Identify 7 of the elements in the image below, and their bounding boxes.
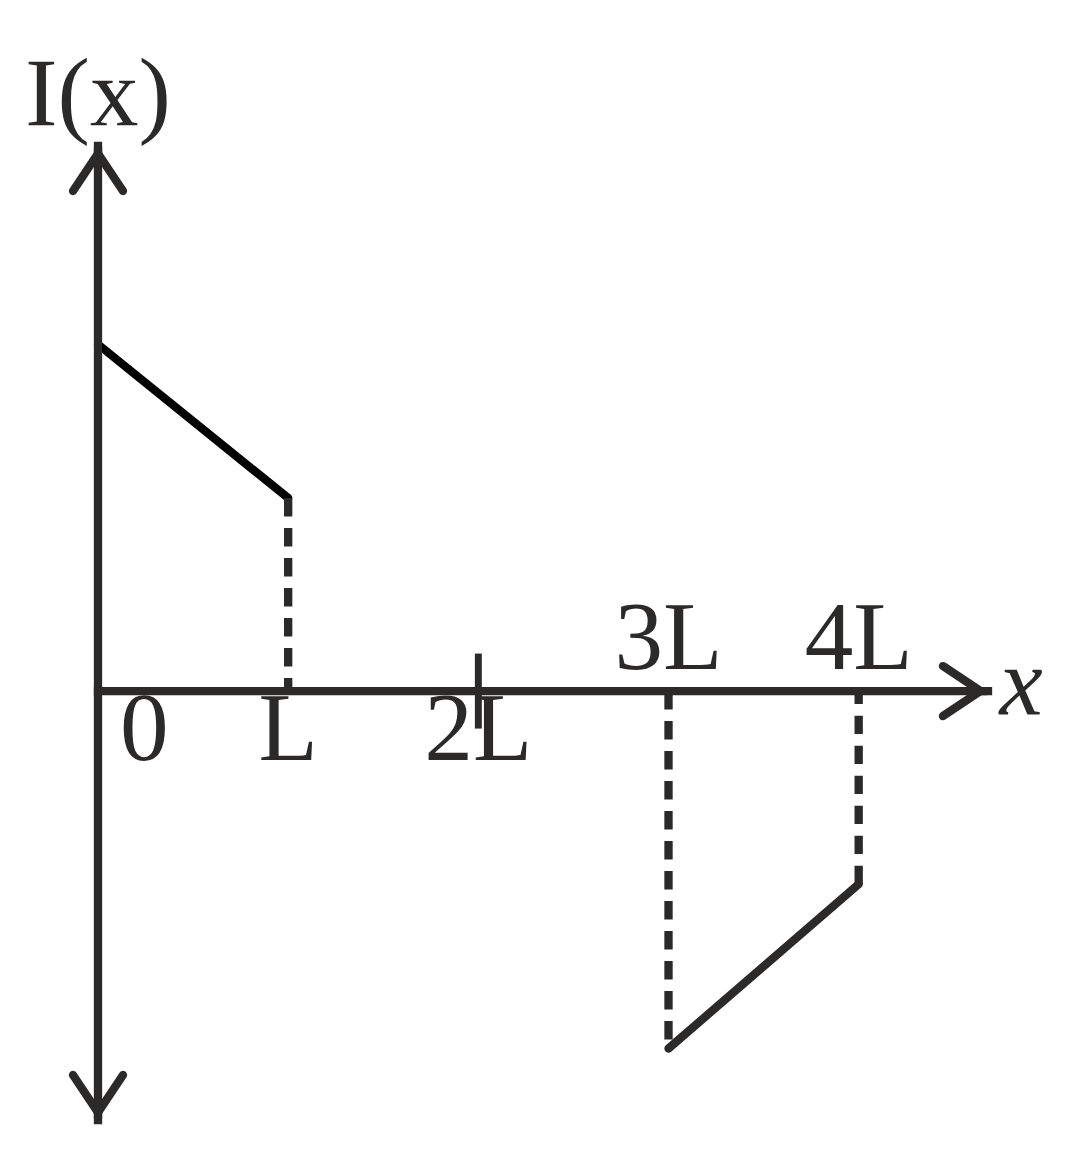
y-axis-title: I(x)	[28, 57, 167, 146]
x-tick-label: 2L	[428, 695, 527, 760]
x-tick-label: L	[261, 696, 313, 760]
x-tick-label: 0	[123, 695, 165, 761]
x-tick-label: 4L	[806, 604, 907, 669]
x-axis-title: x	[998, 669, 1043, 715]
x-tick-label: 3L	[619, 604, 717, 670]
